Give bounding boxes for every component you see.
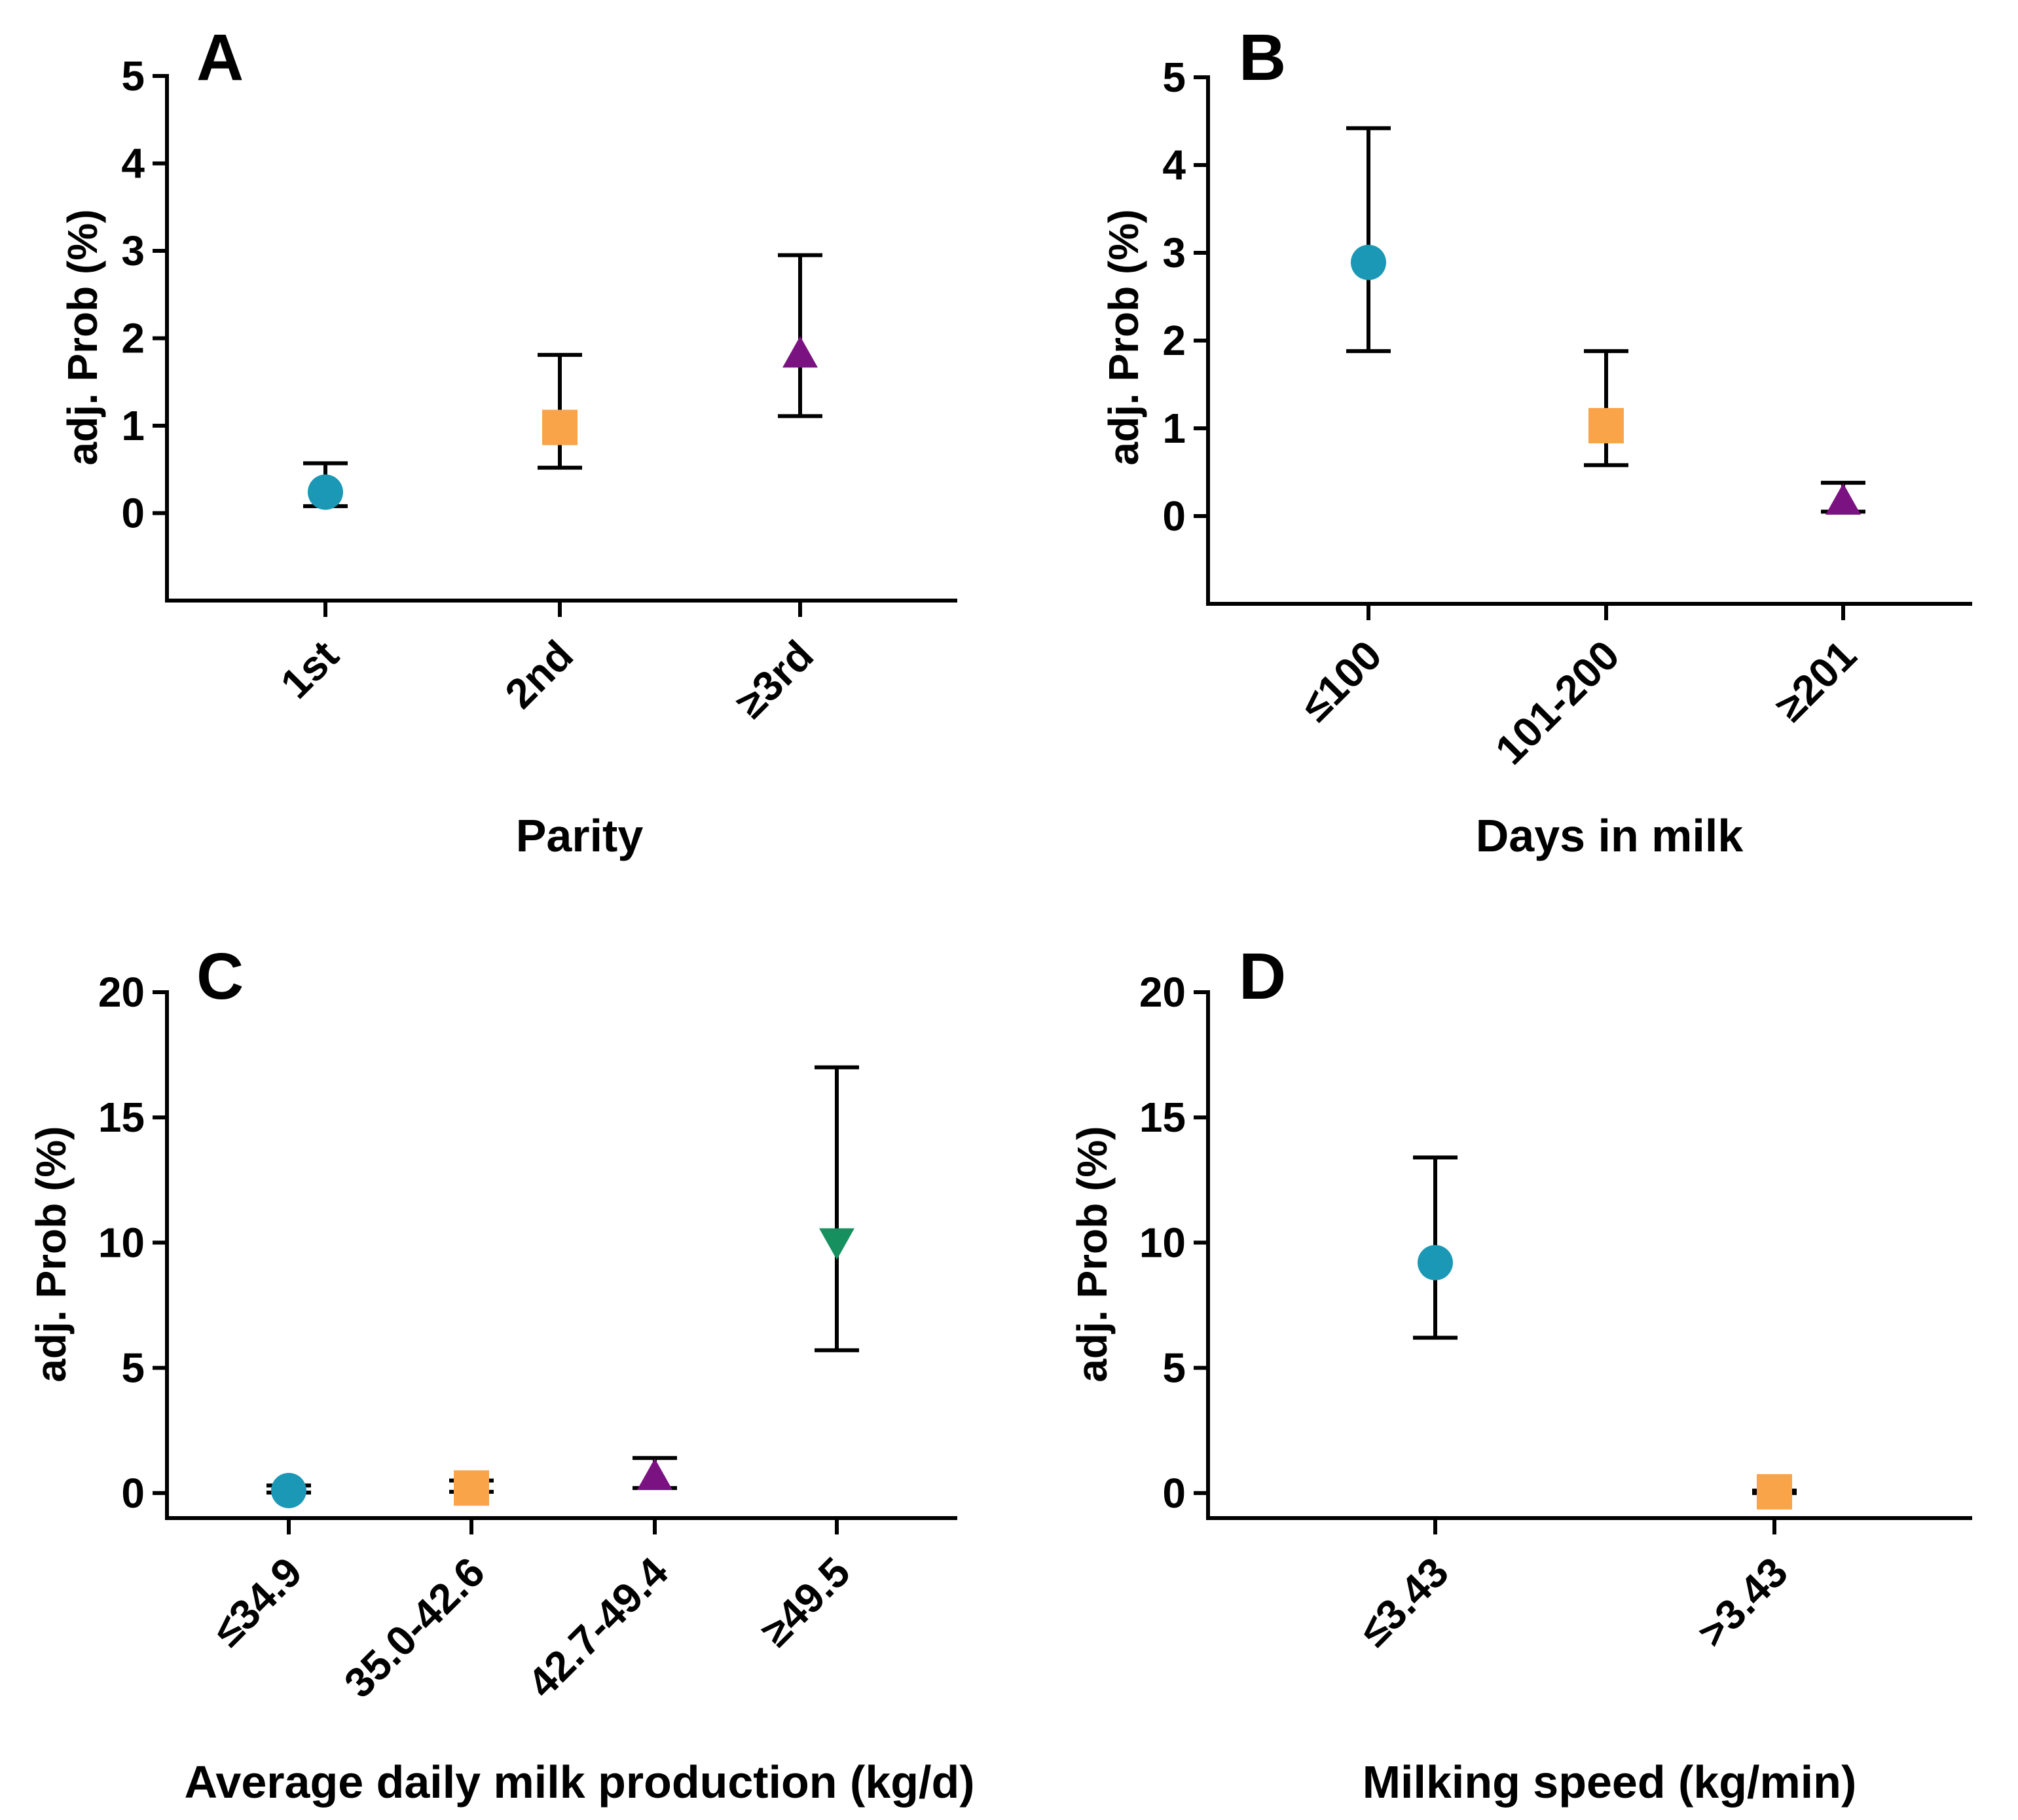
data-point [449, 1470, 494, 1506]
marker-circle [308, 474, 343, 510]
y-tick-label: 5 [1162, 54, 1186, 101]
y-tick-label: 0 [121, 490, 145, 537]
y-axis-label: adj. Prob (%) [1069, 1126, 1116, 1382]
marker-triangle-up [782, 336, 818, 368]
data-point [1821, 481, 1865, 515]
x-tick-label: 1st [272, 631, 348, 707]
x-axis-title: Average daily milk production (kg/d) [184, 1756, 974, 1808]
y-tick-label: 20 [1139, 969, 1186, 1016]
y-tick-label: 4 [1162, 141, 1186, 189]
y-tick-label: 5 [121, 1345, 145, 1392]
y-tick-label: 1 [1162, 405, 1186, 452]
marker-circle [1418, 1244, 1453, 1280]
y-tick-label: 0 [121, 1470, 145, 1517]
y-tick-label: 3 [121, 227, 145, 274]
x-tick-label: ≤3.43 [1350, 1548, 1458, 1656]
x-axis-title: Days in milk [1476, 810, 1744, 861]
x-tick-label: 2nd [496, 631, 582, 717]
y-tick-label: 15 [98, 1094, 145, 1141]
x-tick-label: ≥49.5 [752, 1548, 859, 1656]
x-tick-label: 101-200 [1486, 631, 1628, 773]
x-tick-label: ≥201 [1767, 631, 1865, 730]
y-axis-label: adj. Prob (%) [28, 1126, 75, 1382]
data-point [1413, 1155, 1458, 1340]
data-point [303, 461, 348, 510]
y-tick-label: 5 [1162, 1345, 1186, 1392]
marker-square [1757, 1474, 1792, 1510]
y-tick-label: 10 [1139, 1219, 1186, 1266]
x-axis-title: Parity [516, 810, 644, 861]
y-tick-label: 5 [121, 52, 145, 100]
data-point [1346, 126, 1391, 354]
y-tick-label: 15 [1139, 1094, 1186, 1141]
x-tick-label: ≤34.9 [204, 1548, 311, 1656]
y-tick-label: 1 [121, 402, 145, 449]
data-point [633, 1456, 677, 1491]
x-axis-title: Milking speed (kg/min) [1363, 1756, 1857, 1808]
y-tick-label: 2 [1162, 317, 1186, 364]
y-axis-label: adj. Prob (%) [59, 209, 106, 465]
x-tick-label: 42.7-49.4 [519, 1548, 677, 1707]
marker-triangle-up [637, 1458, 672, 1490]
y-tick-label: 0 [1162, 1470, 1186, 1517]
data-point [1752, 1474, 1797, 1510]
marker-triangle-down [819, 1228, 854, 1260]
y-tick-label: 20 [98, 969, 145, 1016]
x-tick-label: ≥3rd [727, 631, 822, 727]
panel-letter: C [196, 940, 244, 1013]
data-point [538, 352, 582, 470]
marker-circle [1351, 244, 1386, 280]
x-tick-label: >3.43 [1688, 1548, 1796, 1656]
x-tick-label: 35.0-42.6 [335, 1548, 494, 1707]
marker-triangle-up [1825, 483, 1861, 515]
y-tick-label: 0 [1162, 492, 1186, 540]
data-point [1584, 349, 1628, 468]
x-tick-label: ≤100 [1292, 631, 1391, 730]
data-point [266, 1472, 311, 1508]
panel-letter: A [196, 21, 244, 94]
panel-letter: D [1239, 940, 1286, 1013]
data-point [778, 253, 822, 418]
marker-square [1588, 407, 1624, 443]
marker-circle [271, 1472, 306, 1508]
y-axis-label: adj. Prob (%) [1100, 209, 1147, 465]
panel-letter: B [1239, 21, 1286, 94]
y-tick-label: 10 [98, 1219, 145, 1266]
y-tick-label: 3 [1162, 229, 1186, 276]
y-tick-label: 2 [121, 315, 145, 362]
data-point [815, 1065, 859, 1352]
marker-square [542, 409, 578, 445]
marker-square [454, 1470, 489, 1506]
y-tick-label: 4 [121, 140, 145, 187]
